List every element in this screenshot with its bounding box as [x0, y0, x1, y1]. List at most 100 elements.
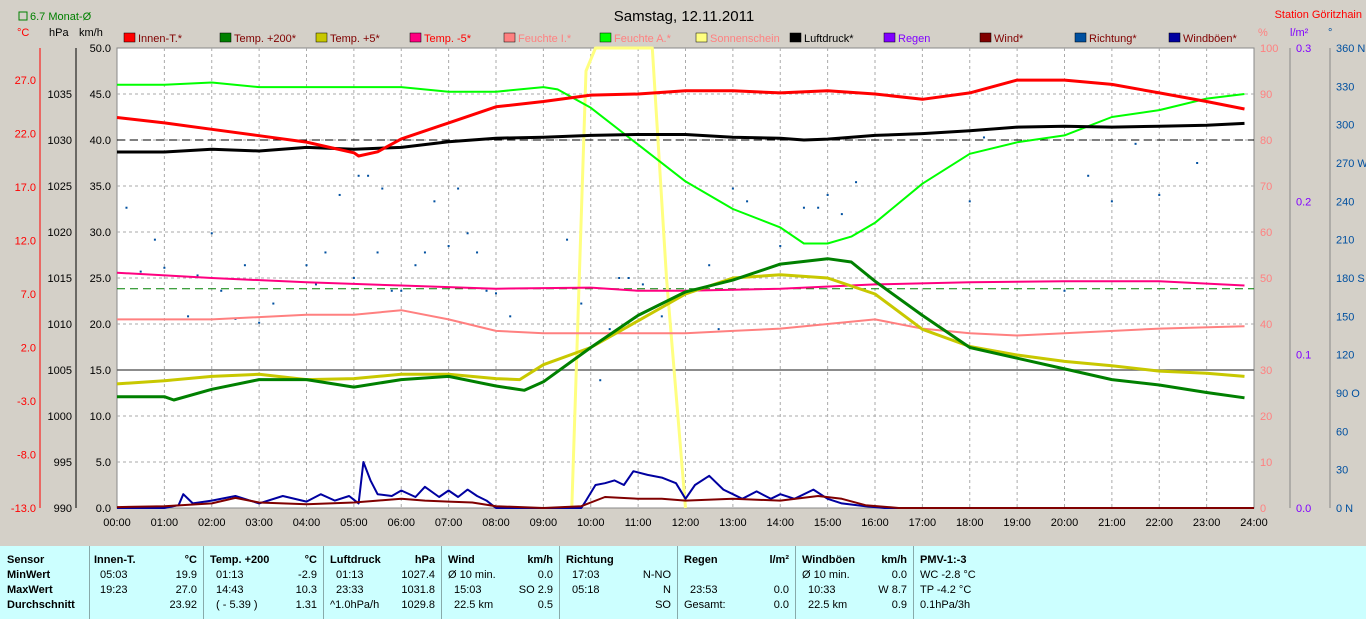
direction-point — [840, 213, 843, 216]
header-regen: Regen — [684, 554, 718, 566]
legend-label: Temp. +200* — [234, 33, 297, 45]
header-druck: Luftdruck — [330, 554, 381, 566]
humidity-tick-label: 40 — [1260, 319, 1272, 331]
legend-swatch — [695, 32, 708, 43]
speed-tick-label: 45.0 — [90, 89, 111, 101]
x-tick-label: 08:00 — [482, 517, 510, 529]
series-line-luftdruck — [117, 121, 1245, 154]
boeen-min-label: Ø 10 min. — [802, 569, 850, 581]
direction-point — [243, 264, 246, 267]
temp-tick-label: -13.0 — [11, 503, 36, 515]
legend-label: Regen — [898, 33, 930, 45]
direction-point — [618, 277, 621, 279]
rain-tick-label: 0.2 — [1296, 196, 1311, 208]
series-line-feuchte-i — [117, 309, 1245, 337]
richtung-max-time: 05:18 — [572, 584, 600, 596]
series-line-wind — [116, 495, 1254, 509]
druck-avg-value: 1029.8 — [401, 599, 435, 611]
x-tick-label: 18:00 — [956, 517, 984, 529]
speed-tick-label: 5.0 — [96, 457, 111, 469]
x-tick-label: 03:00 — [245, 517, 273, 529]
wind-distance: 22.5 km — [454, 599, 494, 611]
speed-tick-label: 10.0 — [90, 411, 111, 423]
direction-point — [641, 283, 644, 286]
boeen-max-value: W 8.7 — [878, 584, 907, 596]
direction-point — [495, 292, 497, 295]
pmv-wc: WC -2.8 °C — [920, 569, 976, 581]
header-temp-unit: °C — [304, 554, 317, 566]
x-tick-label: 10:00 — [577, 517, 605, 529]
regen-max-time: 23:53 — [690, 584, 718, 596]
series-line-sonnenschein — [570, 46, 687, 509]
pressure-tick-label: 1020 — [48, 227, 72, 239]
stats-col-temp: Temp. +200 °C 01:13 -2.9 14:43 10.3 ( - … — [204, 546, 324, 619]
legend-swatch — [123, 32, 136, 43]
series-line-temp-200 — [117, 257, 1245, 402]
regen-max-value: 0.0 — [773, 584, 789, 596]
x-tick-label: 16:00 — [861, 517, 889, 529]
direction-point — [357, 174, 360, 177]
legend-label: Feuchte I.* — [518, 33, 572, 45]
richtung-min-time: 17:03 — [572, 569, 600, 581]
monthly-avg-icon — [18, 11, 28, 21]
x-tick-label: 07:00 — [435, 517, 463, 529]
legend-label: Temp. -5* — [424, 33, 472, 45]
weather-chart: 27.0 22.0 17.0 12.0 7.0 2.0 -3.0 -8.0 -13.0 1035 1… — [11, 8, 1366, 529]
statistics-panel: Sensor MinWert MaxWert Durchschnitt Inne… — [0, 546, 1366, 619]
direction-point — [210, 232, 213, 235]
x-tick-label: 06:00 — [387, 517, 415, 529]
pressure-tick-label: 1025 — [48, 181, 72, 193]
temp-tick-label: 2.0 — [21, 343, 36, 355]
direction-point — [802, 206, 805, 209]
temp-tick-label: -3.0 — [17, 396, 36, 408]
humidity-tick-label: 0 — [1260, 503, 1266, 515]
humidity-tick-label: 70 — [1260, 181, 1272, 193]
wind-min-value: 0.0 — [537, 569, 553, 581]
humidity-tick-label: 20 — [1260, 411, 1272, 423]
direction-point — [1110, 200, 1113, 203]
direction-point — [1134, 142, 1137, 145]
header-wind: Wind — [448, 554, 475, 566]
legend-label: Windböen* — [1183, 33, 1238, 45]
temp-tick-label: 22.0 — [15, 129, 36, 141]
header-pmv: PMV-1:-3 — [920, 554, 967, 566]
temp-tick-label: 7.0 — [21, 289, 36, 301]
temp-max-time: 14:43 — [216, 584, 244, 596]
unit-speed: km/h — [79, 27, 103, 39]
label-durchschnitt: Durchschnitt — [7, 599, 75, 611]
label-maxwert: MaxWert — [7, 584, 53, 596]
pressure-tick-label: 1000 — [48, 411, 72, 423]
direction-point — [258, 321, 261, 324]
header-temp: Temp. +200 — [210, 554, 270, 566]
monthly-avg-label: 6.7 Monat-Ø — [30, 11, 92, 23]
plot-lines — [116, 46, 1254, 509]
direction-point — [187, 315, 190, 318]
temp-avg-value: 1.31 — [295, 599, 317, 611]
direction-point — [599, 379, 602, 382]
pressure-tick-label: 995 — [54, 457, 72, 469]
x-tick-label: 05:00 — [340, 517, 368, 529]
chart-title: Samstag, 12.11.2011 — [614, 8, 754, 25]
direction-point — [708, 264, 711, 267]
boeen-distance: 22.5 km — [808, 599, 848, 611]
direction-point — [731, 187, 734, 190]
pressure-tick-label: 1030 — [48, 135, 72, 147]
rain-tick-label: 0.0 — [1296, 503, 1311, 515]
direction-point — [580, 302, 583, 305]
speed-tick-label: 15.0 — [90, 365, 111, 377]
temp-tick-label: 17.0 — [15, 182, 36, 194]
stats-col-regen: Regen l/m² 23:53 0.0 Gesamt: 0.0 — [678, 546, 796, 619]
humidity-tick-label: 100 — [1260, 43, 1278, 55]
humidity-tick-label: 80 — [1260, 135, 1272, 147]
legend-swatch — [1168, 32, 1181, 43]
direction-point — [433, 200, 436, 203]
temp-min-value: -2.9 — [298, 569, 317, 581]
direction-point — [509, 315, 512, 318]
druck-max-value: 1031.8 — [401, 584, 435, 596]
legend-label: Sonnenschein — [710, 33, 780, 45]
direction-point — [376, 251, 379, 254]
direction-point — [817, 206, 820, 209]
druck-min-value: 1027.4 — [401, 569, 435, 581]
header-boeen: Windböen — [802, 554, 856, 566]
rain-tick-label: 0.1 — [1296, 350, 1311, 362]
